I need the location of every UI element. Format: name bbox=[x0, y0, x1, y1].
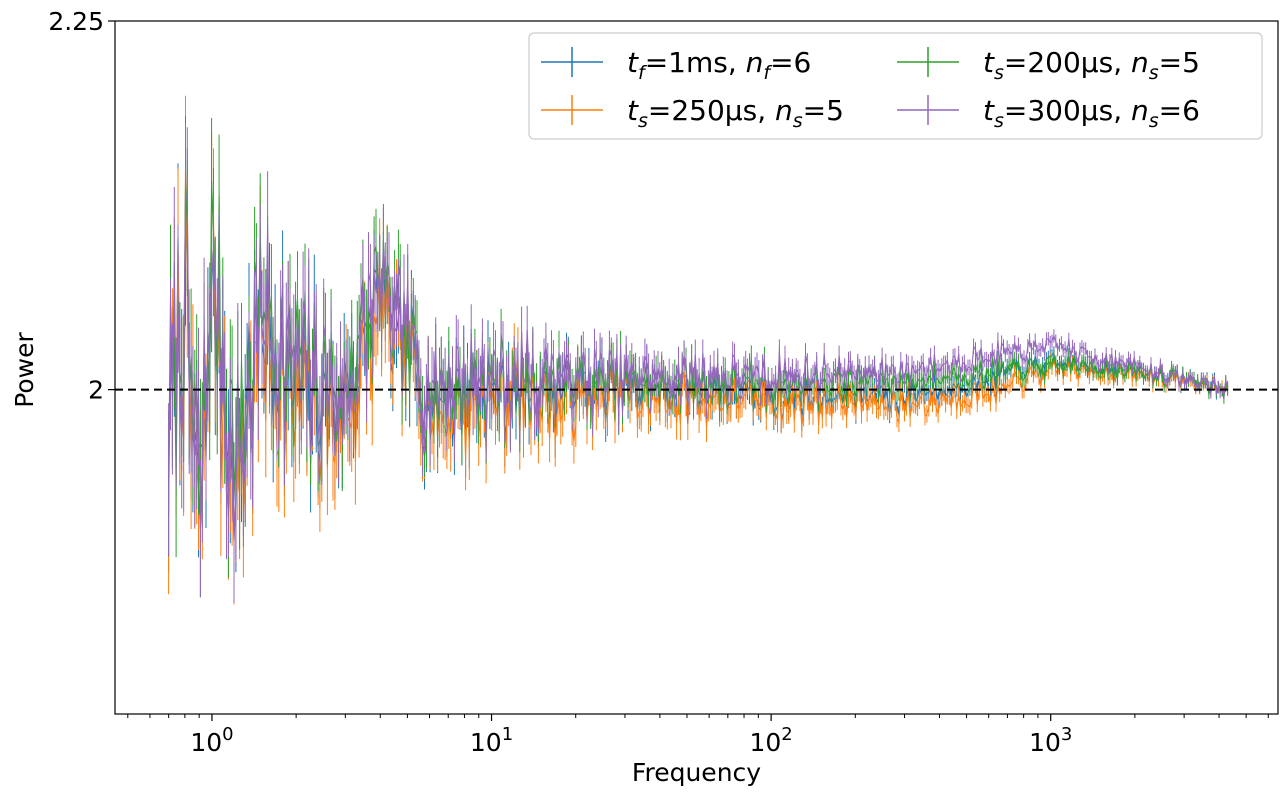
legend-label: ts=250μs, ns=5 bbox=[627, 94, 844, 132]
y-axis: 22.25 bbox=[48, 7, 115, 405]
series-line bbox=[168, 171, 1229, 541]
y-tick-label: 2.25 bbox=[48, 7, 104, 36]
legend-label: ts=300μs, ns=6 bbox=[983, 94, 1200, 132]
legend-item-2: ts=250μs, ns=5 bbox=[541, 94, 844, 132]
legend: tf=1ms, nf=6 ts=250μs, ns=5 ts=200μs, ns=5… bbox=[528, 32, 1263, 140]
legend-item-1: tf=1ms, nf=6 bbox=[541, 46, 811, 84]
legend-item-4: ts=300μs, ns=6 bbox=[897, 94, 1200, 132]
legend-frame bbox=[528, 32, 1263, 140]
legend-label: tf=1ms, nf=6 bbox=[627, 46, 811, 84]
legend-label: ts=200μs, ns=5 bbox=[983, 46, 1200, 84]
series-line bbox=[168, 193, 1229, 542]
x-tick-label: 102 bbox=[749, 724, 792, 757]
legend-item-3: ts=200μs, ns=5 bbox=[897, 46, 1200, 84]
x-tick-label: 103 bbox=[1029, 724, 1072, 757]
plot-frame bbox=[114, 20, 1279, 715]
x-tick-label: 101 bbox=[470, 724, 513, 757]
x-tick-label: 100 bbox=[190, 724, 233, 757]
y-tick-label: 2 bbox=[88, 376, 104, 405]
series-layer bbox=[168, 95, 1229, 605]
x-axis: 100 101 102 103 bbox=[127, 714, 1269, 757]
x-axis-label: Frequency bbox=[632, 758, 761, 787]
y-axis-label: Power bbox=[10, 331, 39, 407]
